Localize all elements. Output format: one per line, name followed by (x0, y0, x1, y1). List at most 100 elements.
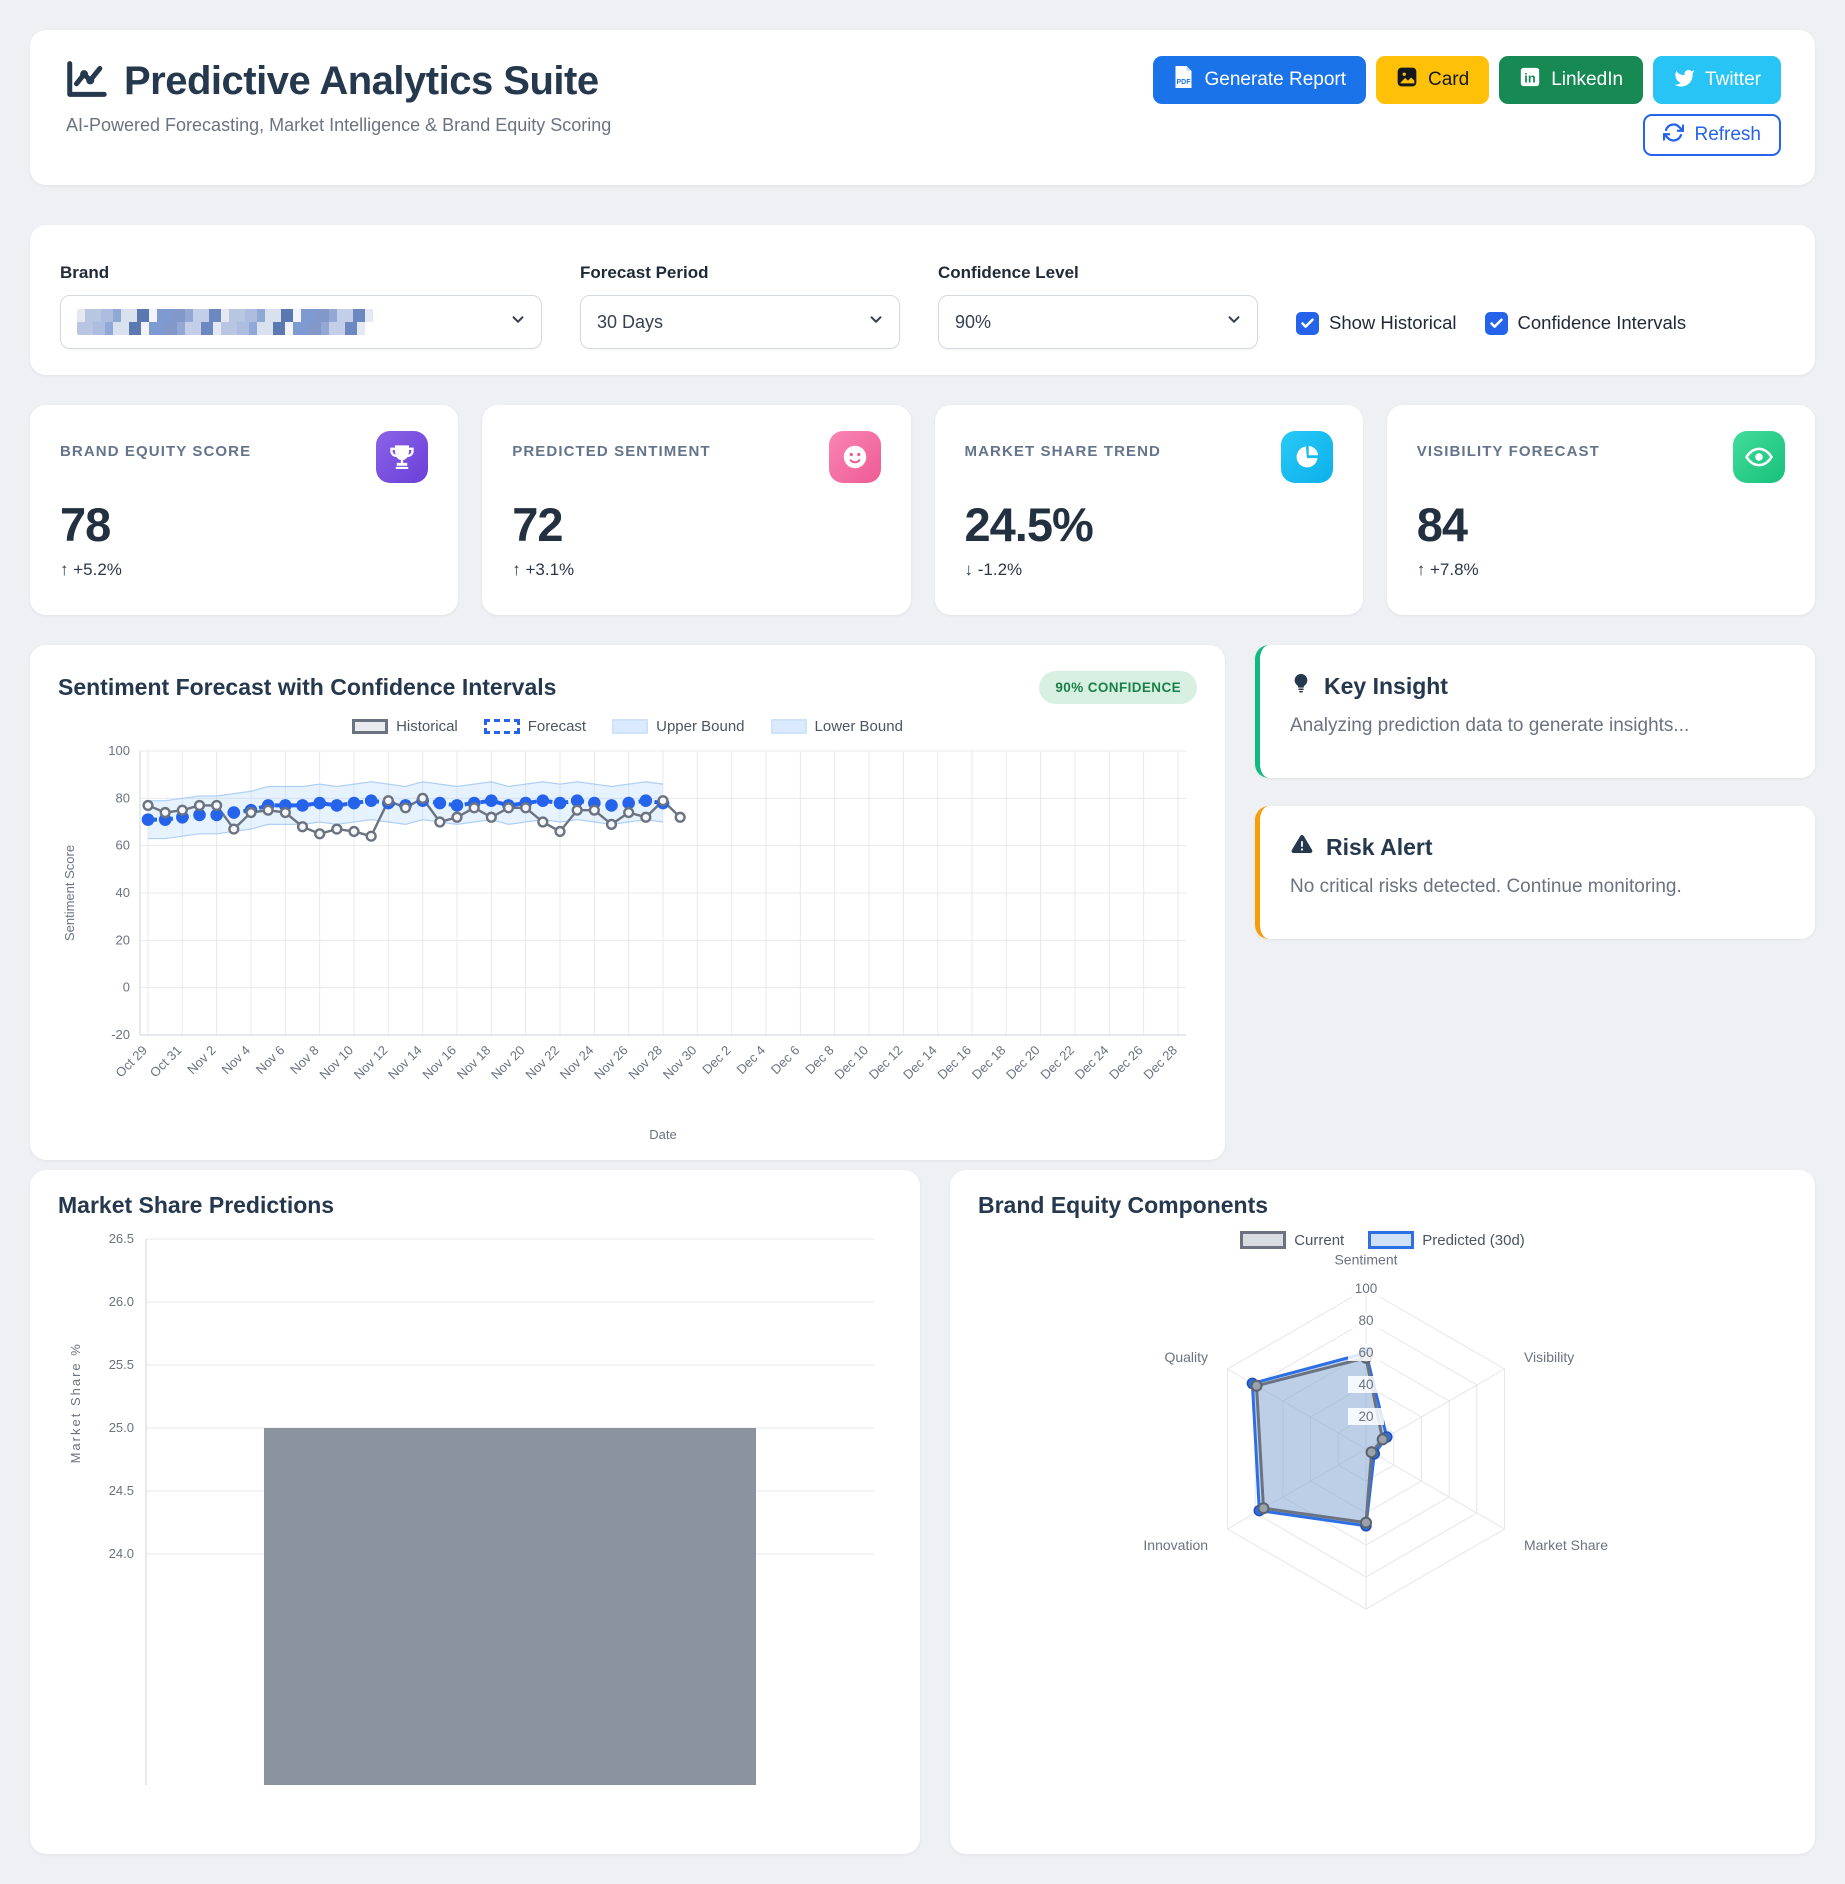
svg-text:Nov 14: Nov 14 (385, 1043, 425, 1083)
chevron-down-icon (509, 311, 527, 334)
header-left: Predictive Analytics Suite AI-Powered Fo… (64, 56, 611, 136)
legend-predicted[interactable]: Predicted (30d) (1368, 1231, 1525, 1249)
eye-icon (1733, 431, 1785, 483)
card-button[interactable]: Card (1376, 56, 1490, 104)
sentiment-chart-title: Sentiment Forecast with Confidence Inter… (58, 674, 557, 700)
svg-text:Nov 26: Nov 26 (591, 1043, 631, 1083)
legend-forecast[interactable]: Forecast (483, 718, 586, 735)
svg-text:25.5: 25.5 (109, 1357, 134, 1372)
svg-text:Dec 20: Dec 20 (1003, 1043, 1043, 1083)
confidence-level-select[interactable]: 90% (938, 295, 1258, 349)
svg-text:Nov 18: Nov 18 (454, 1043, 494, 1083)
key-insight-text: Analyzing prediction data to generate in… (1290, 715, 1690, 736)
checkbox-checked-icon (1296, 311, 1319, 335)
kpi-brand-equity-score: BRAND EQUITY SCORE 78 ↑ +5.2% (30, 405, 459, 615)
svg-text:100: 100 (108, 743, 130, 758)
svg-text:Nov 6: Nov 6 (253, 1043, 288, 1078)
legend-current[interactable]: Current (1240, 1231, 1344, 1249)
page-title: Predictive Analytics Suite (124, 59, 599, 103)
svg-text:Nov 12: Nov 12 (351, 1043, 391, 1083)
chevron-down-icon (867, 311, 885, 334)
svg-text:Quality: Quality (1164, 1349, 1208, 1365)
legend-lower-bound[interactable]: Lower Bound (770, 718, 903, 735)
svg-text:20: 20 (116, 932, 130, 947)
svg-text:Dec 28: Dec 28 (1140, 1043, 1180, 1083)
linkedin-icon: in (1519, 66, 1541, 94)
header-card: Predictive Analytics Suite AI-Powered Fo… (30, 30, 1815, 185)
line-chart-logo-icon (64, 56, 110, 107)
svg-text:0: 0 (123, 980, 130, 995)
svg-text:Dec 10: Dec 10 (831, 1043, 871, 1083)
svg-text:60: 60 (116, 838, 130, 853)
brand-equity-radar-svg: Sentiment Visibility Market Share Innovatio… (1143, 1252, 1608, 1610)
svg-text:Dec 26: Dec 26 (1106, 1043, 1146, 1083)
svg-text:Dec 12: Dec 12 (866, 1043, 906, 1083)
twitter-bird-icon (1673, 66, 1695, 94)
svg-text:Sentiment: Sentiment (1334, 1253, 1397, 1268)
svg-text:25.0: 25.0 (109, 1420, 134, 1435)
arrow-up-icon: ↑ (60, 560, 69, 579)
brand-equity-title: Brand Equity Components (978, 1192, 1269, 1218)
brand-select[interactable] (60, 295, 542, 349)
svg-text:Oct 31: Oct 31 (147, 1043, 185, 1081)
svg-text:80: 80 (1358, 1313, 1373, 1328)
confidence-intervals-checkbox[interactable]: Confidence Intervals (1484, 311, 1686, 335)
pdf-file-icon: PDF (1173, 65, 1194, 95)
forecast-period-label: Forecast Period (580, 263, 709, 282)
svg-text:Dec 24: Dec 24 (1072, 1043, 1112, 1083)
svg-text:Date: Date (649, 1127, 676, 1142)
arrow-up-icon: ↑ (512, 560, 521, 579)
kpi-market-share-trend: MARKET SHARE TREND 24.5% ↓ -1.2% (934, 405, 1363, 615)
svg-text:Visibility: Visibility (1524, 1349, 1574, 1365)
brand-equity-card: Brand Equity Components Current Predicte… (950, 1170, 1815, 1854)
refresh-icon (1663, 122, 1685, 149)
svg-text:Nov 4: Nov 4 (218, 1043, 253, 1078)
legend-historical[interactable]: Historical (352, 718, 458, 735)
svg-text:Nov 30: Nov 30 (660, 1043, 700, 1083)
sentiment-chart-legend: Historical Forecast Upper Bound Lower Bo… (58, 718, 1197, 735)
svg-text:in: in (1525, 71, 1537, 86)
market-share-chart-svg: 26.5 26.0 25.5 25.0 24.5 24.0 Market Share % (68, 1231, 874, 1785)
smiley-icon (828, 431, 881, 483)
market-share-title: Market Share Predictions (58, 1192, 335, 1218)
svg-text:Nov 20: Nov 20 (488, 1043, 528, 1083)
forecast-period-select[interactable]: 30 Days (580, 295, 900, 349)
confidence-badge: 90% CONFIDENCE (1039, 671, 1197, 704)
kpi-row: BRAND EQUITY SCORE 78 ↑ +5.2% PREDICTED … (30, 405, 1815, 615)
checkbox-checked-icon (1484, 311, 1508, 335)
trophy-icon (376, 431, 429, 483)
header-actions: PDF Generate Report Card in LinkedIn Twi… (1153, 56, 1781, 156)
generate-report-button[interactable]: PDF Generate Report (1153, 56, 1367, 104)
legend-upper-bound[interactable]: Upper Bound (612, 718, 745, 735)
show-historical-checkbox[interactable]: Show Historical (1296, 311, 1457, 335)
pie-chart-icon (1280, 431, 1333, 483)
svg-text:PDF: PDF (1177, 79, 1192, 86)
twitter-button[interactable]: Twitter (1653, 56, 1781, 104)
linkedin-button[interactable]: in LinkedIn (1499, 56, 1644, 104)
key-insight-card: Key Insight Analyzing prediction data to… (1255, 645, 1815, 778)
svg-text:Sentiment Score: Sentiment Score (62, 845, 77, 941)
svg-text:Oct 29: Oct 29 (112, 1043, 150, 1081)
svg-text:26.5: 26.5 (109, 1231, 134, 1246)
svg-text:Nov 24: Nov 24 (557, 1043, 597, 1083)
confidence-level-label: Confidence Level (938, 263, 1079, 282)
kpi-visibility-forecast: VISIBILITY FORECAST 84 ↑ +7.8% (1386, 405, 1815, 615)
svg-text:80: 80 (116, 790, 130, 805)
image-icon (1396, 66, 1418, 94)
svg-text:Market Share %: Market Share % (68, 1342, 83, 1463)
refresh-button[interactable]: Refresh (1643, 114, 1781, 156)
svg-text:Nov 22: Nov 22 (522, 1043, 562, 1083)
svg-text:24.0: 24.0 (109, 1546, 134, 1561)
svg-text:60: 60 (1358, 1345, 1373, 1360)
svg-text:26.0: 26.0 (109, 1294, 134, 1309)
market-share-card: Market Share Predictions 26.5 26.0 25.5 25.… (30, 1170, 920, 1854)
warning-triangle-icon (1290, 832, 1314, 862)
svg-text:20: 20 (1358, 1409, 1373, 1424)
svg-text:Dec 16: Dec 16 (934, 1043, 974, 1083)
risk-alert-card: Risk Alert No critical risks detected. C… (1255, 806, 1815, 939)
svg-text:Dec 22: Dec 22 (1037, 1043, 1077, 1083)
chevron-down-icon (1225, 311, 1243, 334)
sentiment-forecast-card: Sentiment Forecast with Confidence Inter… (30, 645, 1225, 1160)
